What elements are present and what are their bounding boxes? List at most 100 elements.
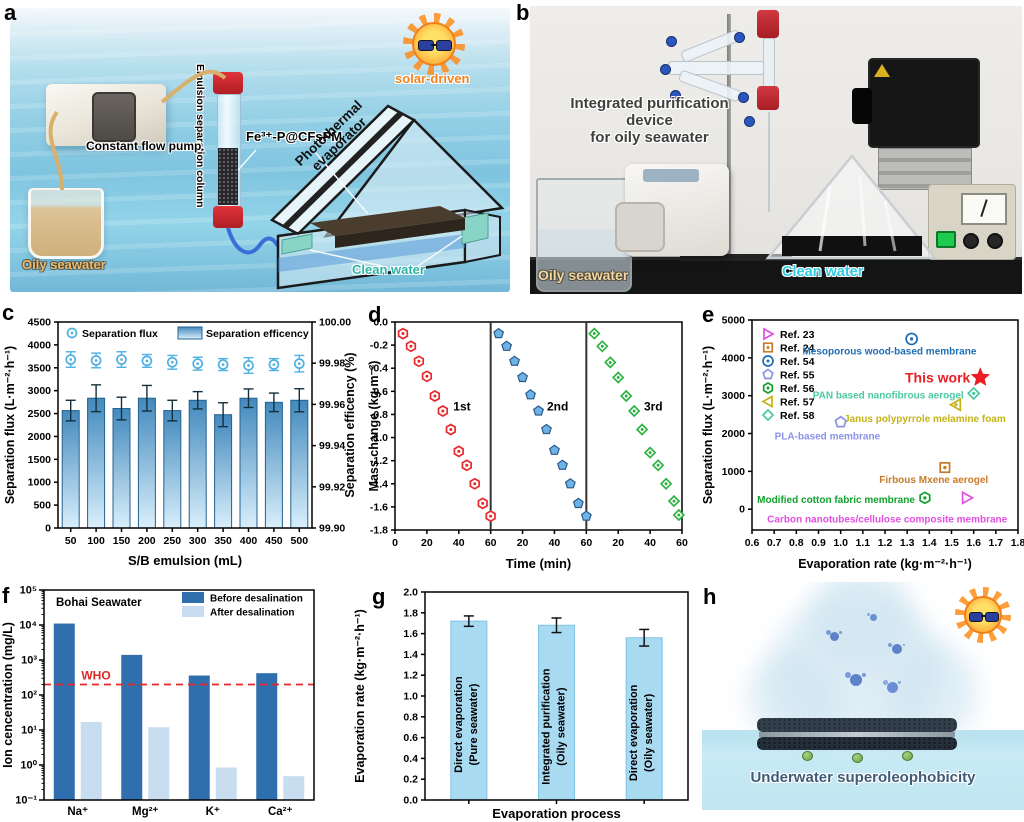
svg-text:Mg²⁺: Mg²⁺ (132, 806, 159, 818)
device-title-label: Integrated purification device for oily … (570, 95, 729, 146)
svg-text:1.7: 1.7 (989, 537, 1004, 549)
svg-text:Bohai Seawater: Bohai Seawater (56, 597, 142, 609)
svg-text:1000: 1000 (28, 477, 52, 489)
svg-text:0.0: 0.0 (403, 795, 418, 807)
column-packing-media (218, 148, 238, 205)
condensation-streak (858, 175, 867, 247)
svg-text:Direct evaporation: Direct evaporation (453, 676, 465, 773)
svg-text:2000: 2000 (722, 428, 746, 440)
roof-ridge-beam (282, 110, 404, 230)
svg-text:-0.4: -0.4 (370, 363, 388, 375)
warning-triangle-icon (874, 64, 890, 77)
svg-text:(Oily seawater): (Oily seawater) (556, 687, 568, 766)
membrane-name-label: Fe³⁺-P@CFsPM (246, 129, 343, 144)
sun-icon (403, 13, 465, 75)
constant-flow-pump-label: Constant flow pump (86, 139, 202, 153)
svg-text:0.8: 0.8 (403, 711, 418, 723)
svg-text:Ion cencentration (mg/L): Ion cencentration (mg/L) (1, 622, 15, 768)
pump-rotor-head (615, 202, 665, 252)
svg-text:250: 250 (164, 535, 182, 547)
svg-text:Janus polypyrrole melamine foa: Janus polypyrrole melamine foam (844, 414, 1006, 425)
control-knob (963, 233, 979, 249)
tray-edge-left (281, 233, 313, 255)
clean-water-label-b: Clean water (782, 264, 864, 280)
svg-text:Evaporation process: Evaporation process (492, 806, 621, 821)
scene-a-overlay (48, 69, 505, 290)
water-molecule-icon (850, 674, 862, 686)
svg-text:After desalination: After desalination (210, 608, 294, 619)
water-molecule-icon (892, 644, 902, 654)
svg-text:20: 20 (612, 537, 624, 549)
peristaltic-pump (615, 164, 729, 256)
svg-text:0.6: 0.6 (403, 732, 418, 744)
steam-plume (812, 582, 912, 672)
outlet-tubing (768, 112, 770, 212)
valve-cap-icon (670, 90, 681, 101)
svg-text:2000: 2000 (28, 431, 52, 443)
svg-text:400: 400 (240, 535, 258, 547)
svg-text:10³: 10³ (21, 655, 37, 667)
svg-text:This work: This work (905, 370, 971, 386)
svg-text:0.2: 0.2 (403, 774, 418, 786)
svg-text:200: 200 (138, 535, 156, 547)
svg-text:3500: 3500 (28, 362, 52, 374)
valve-cap-icon (744, 116, 755, 127)
svg-text:0.9: 0.9 (811, 537, 826, 549)
membrane-pointer-left (237, 149, 257, 171)
svg-text:4000: 4000 (722, 352, 746, 364)
power-button (936, 231, 956, 248)
power-supply (928, 184, 1016, 260)
svg-text:-1.0: -1.0 (370, 432, 388, 444)
svg-text:1.0: 1.0 (833, 537, 848, 549)
svg-text:60: 60 (485, 537, 497, 549)
constant-flow-pump (46, 84, 166, 146)
svg-text:0: 0 (45, 523, 51, 535)
pump-to-column-tube (160, 69, 227, 104)
svg-text:Evaporation rate (kg·m⁻²·h⁻¹): Evaporation rate (kg·m⁻²·h⁻¹) (353, 609, 367, 783)
pump-head (92, 92, 136, 142)
svg-text:-0.6: -0.6 (370, 386, 388, 398)
svg-text:Separation flux (L·m⁻²·h⁻¹): Separation flux (L·m⁻²·h⁻¹) (701, 346, 715, 504)
sunglasses-bridge (980, 615, 986, 617)
svg-text:3000: 3000 (28, 385, 52, 397)
svg-text:40: 40 (644, 537, 656, 549)
svg-text:99.90: 99.90 (319, 523, 345, 535)
oily-seawater-label-b: Oily seawater (538, 267, 629, 283)
svg-text:1.1: 1.1 (856, 537, 871, 549)
photothermal-membrane-top (310, 206, 465, 236)
svg-text:150: 150 (113, 535, 131, 547)
photothermal-membrane-front (335, 218, 465, 248)
svg-text:100: 100 (87, 535, 105, 547)
svg-text:99.96: 99.96 (319, 399, 345, 411)
svg-text:500: 500 (291, 535, 309, 547)
panel-b-scene: Integrated purification device for oily … (530, 6, 1022, 294)
svg-text:0: 0 (739, 504, 745, 516)
svg-text:40: 40 (453, 537, 465, 549)
svg-text:2500: 2500 (28, 408, 52, 420)
svg-text:Ca²⁺: Ca²⁺ (268, 806, 293, 818)
svg-text:60: 60 (580, 537, 592, 549)
svg-text:1000: 1000 (722, 466, 746, 478)
svg-text:Ref. 55: Ref. 55 (780, 369, 815, 381)
emulsion-separation-column-label: Emulsion separation column (194, 64, 206, 208)
svg-text:WHO: WHO (81, 668, 110, 682)
svg-text:Firbous Mxene aerogel: Firbous Mxene aerogel (879, 475, 988, 486)
panel-d-letter: d (368, 302, 382, 327)
sunglasses-right-lens-icon (984, 611, 999, 622)
svg-text:40: 40 (549, 537, 561, 549)
svg-text:20: 20 (517, 537, 529, 549)
inlet-tube (48, 110, 64, 191)
svg-text:Ref. 56: Ref. 56 (780, 383, 815, 395)
svg-text:60: 60 (676, 537, 688, 549)
svg-text:(Oily seawater): (Oily seawater) (643, 693, 655, 772)
control-knob (987, 233, 1003, 249)
svg-text:99.98: 99.98 (319, 358, 345, 370)
condensation-streak (818, 185, 832, 252)
svg-text:350: 350 (214, 535, 232, 547)
svg-text:1.8: 1.8 (1011, 537, 1024, 549)
svg-text:S/B emulsion (mL): S/B emulsion (mL) (128, 553, 242, 568)
chart-c-svg: 50 100 150 200 250 300 350 400 450 500 0 500 1000 150… (3, 317, 357, 569)
svg-text:3000: 3000 (722, 390, 746, 402)
svg-text:99.92: 99.92 (319, 481, 345, 493)
